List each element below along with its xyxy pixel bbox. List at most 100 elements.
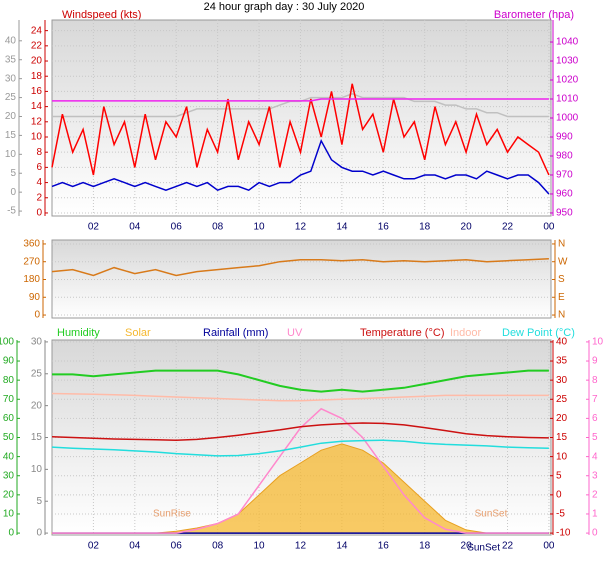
x-tick-label: 20 bbox=[461, 222, 473, 233]
y-tick-label: 30 bbox=[3, 470, 15, 481]
y2-tick-label: 1030 bbox=[556, 56, 579, 67]
y4-tick-label: 6 bbox=[592, 413, 598, 424]
x-tick-label: 16 bbox=[378, 541, 390, 552]
y2-tick-label: 1020 bbox=[556, 75, 579, 86]
y2-tick-label: 980 bbox=[556, 151, 573, 162]
y2-tick-label: 960 bbox=[556, 189, 573, 200]
y-tick-label: 70 bbox=[3, 394, 15, 405]
y2-tick-label: N bbox=[558, 239, 565, 250]
x-tick-label: 08 bbox=[212, 541, 224, 552]
y-tick-label: 360 bbox=[23, 239, 40, 250]
y3-tick-label: 0 bbox=[36, 528, 42, 539]
line bbox=[51, 439, 549, 457]
y2-tick-label: W bbox=[558, 256, 568, 267]
y2-tick-label: 1000 bbox=[556, 113, 579, 124]
line bbox=[51, 258, 549, 277]
y3-tick-label: 20 bbox=[31, 400, 43, 411]
y3-tick-label: 40 bbox=[5, 35, 17, 46]
y2-tick-label: 35 bbox=[556, 356, 568, 367]
x-tick-label: 12 bbox=[295, 222, 307, 233]
x-tick-label: 02 bbox=[88, 541, 100, 552]
y3-tick-label: 35 bbox=[5, 54, 17, 65]
legend-entry: UV bbox=[287, 327, 303, 339]
y-tick-label: 6 bbox=[36, 162, 42, 173]
y-tick-label: 90 bbox=[3, 356, 15, 367]
y4-tick-label: 7 bbox=[592, 394, 598, 405]
y-tick-label: 0 bbox=[36, 208, 42, 219]
y2-tick-label: E bbox=[558, 292, 565, 303]
y-tick-label: 24 bbox=[31, 25, 43, 36]
y3-tick-label: 30 bbox=[5, 73, 17, 84]
y-tick-label: 180 bbox=[23, 274, 40, 285]
line bbox=[52, 369, 549, 393]
y2-tick-label: 30 bbox=[556, 375, 568, 386]
y2-axis-label: Barometer (hpa) bbox=[494, 9, 574, 21]
y4-tick-label: 0 bbox=[592, 528, 598, 539]
y-tick-label: 8 bbox=[36, 147, 42, 158]
y2-tick-label: -5 bbox=[556, 509, 565, 520]
annotation: SunSet bbox=[467, 543, 500, 554]
y2-tick-label: 10 bbox=[556, 451, 568, 462]
y-tick-label: 10 bbox=[3, 509, 15, 520]
y3-tick-label: 5 bbox=[10, 168, 16, 179]
y4-tick-label: 9 bbox=[592, 356, 598, 367]
y-tick-label: 20 bbox=[31, 56, 43, 67]
y-tick-label: 0 bbox=[34, 310, 40, 321]
y2-tick-label: 40 bbox=[556, 337, 568, 348]
y-tick-label: 0 bbox=[8, 528, 14, 539]
y-tick-label: 18 bbox=[31, 71, 43, 82]
y-tick-label: 2 bbox=[36, 192, 42, 203]
x-tick-label: 00 bbox=[543, 222, 555, 233]
y4-tick-label: 10 bbox=[592, 337, 604, 348]
y3-tick-label: 5 bbox=[36, 496, 42, 507]
line bbox=[52, 407, 549, 534]
legend-entry: Solar bbox=[125, 327, 151, 339]
x-tick-label: 12 bbox=[295, 541, 307, 552]
chart-title: 24 hour graph day : 30 July 2020 bbox=[204, 1, 365, 13]
y3-tick-label: 20 bbox=[5, 111, 17, 122]
y4-tick-label: 1 bbox=[592, 509, 598, 520]
y2-tick-label: N bbox=[558, 310, 565, 321]
y-tick-label: 22 bbox=[31, 40, 43, 51]
y4-tick-label: 3 bbox=[592, 470, 598, 481]
x-tick-label: 04 bbox=[129, 222, 141, 233]
y2-tick-label: 15 bbox=[556, 432, 568, 443]
y3-tick-label: -5 bbox=[7, 206, 16, 217]
legend-entry: Rainfall (mm) bbox=[203, 327, 268, 339]
line bbox=[51, 83, 550, 176]
line bbox=[52, 98, 549, 102]
y4-tick-label: 2 bbox=[592, 489, 598, 500]
y-tick-label: 50 bbox=[3, 432, 15, 443]
x-tick-label: 10 bbox=[253, 222, 265, 233]
y3-tick-label: 0 bbox=[10, 187, 16, 198]
annotation: SunRise bbox=[153, 509, 191, 520]
y3-tick-label: 30 bbox=[31, 337, 43, 348]
y3-tick-label: 15 bbox=[5, 130, 17, 141]
y-tick-label: 12 bbox=[31, 116, 43, 127]
y3-tick-label: 25 bbox=[31, 368, 43, 379]
y2-tick-label: 950 bbox=[556, 208, 573, 219]
y4-tick-label: 8 bbox=[592, 375, 598, 386]
y2-tick-label: 0 bbox=[556, 489, 562, 500]
y4-tick-label: 4 bbox=[592, 451, 598, 462]
y3-tick-label: 10 bbox=[5, 149, 17, 160]
y3-tick-label: 10 bbox=[31, 464, 43, 475]
y-tick-label: 80 bbox=[3, 375, 15, 386]
y-axis-label: Windspeed (kts) bbox=[62, 9, 141, 21]
y2-tick-label: 25 bbox=[556, 394, 568, 405]
line bbox=[51, 422, 549, 441]
x-tick-label: 14 bbox=[336, 541, 348, 552]
line bbox=[51, 392, 549, 402]
y-tick-label: 40 bbox=[3, 451, 15, 462]
x-tick-label: 14 bbox=[336, 222, 348, 233]
legend-entry: Temperature (°C) bbox=[360, 327, 444, 339]
y2-tick-label: 1040 bbox=[556, 37, 579, 48]
x-tick-label: 06 bbox=[171, 222, 183, 233]
legend-entry: Indoor bbox=[450, 327, 482, 339]
y2-tick-label: 970 bbox=[556, 170, 573, 181]
y2-tick-label: 20 bbox=[556, 413, 568, 424]
y2-tick-label: 5 bbox=[556, 470, 562, 481]
y-tick-label: 10 bbox=[31, 132, 43, 143]
x-tick-label: 00 bbox=[543, 541, 555, 552]
